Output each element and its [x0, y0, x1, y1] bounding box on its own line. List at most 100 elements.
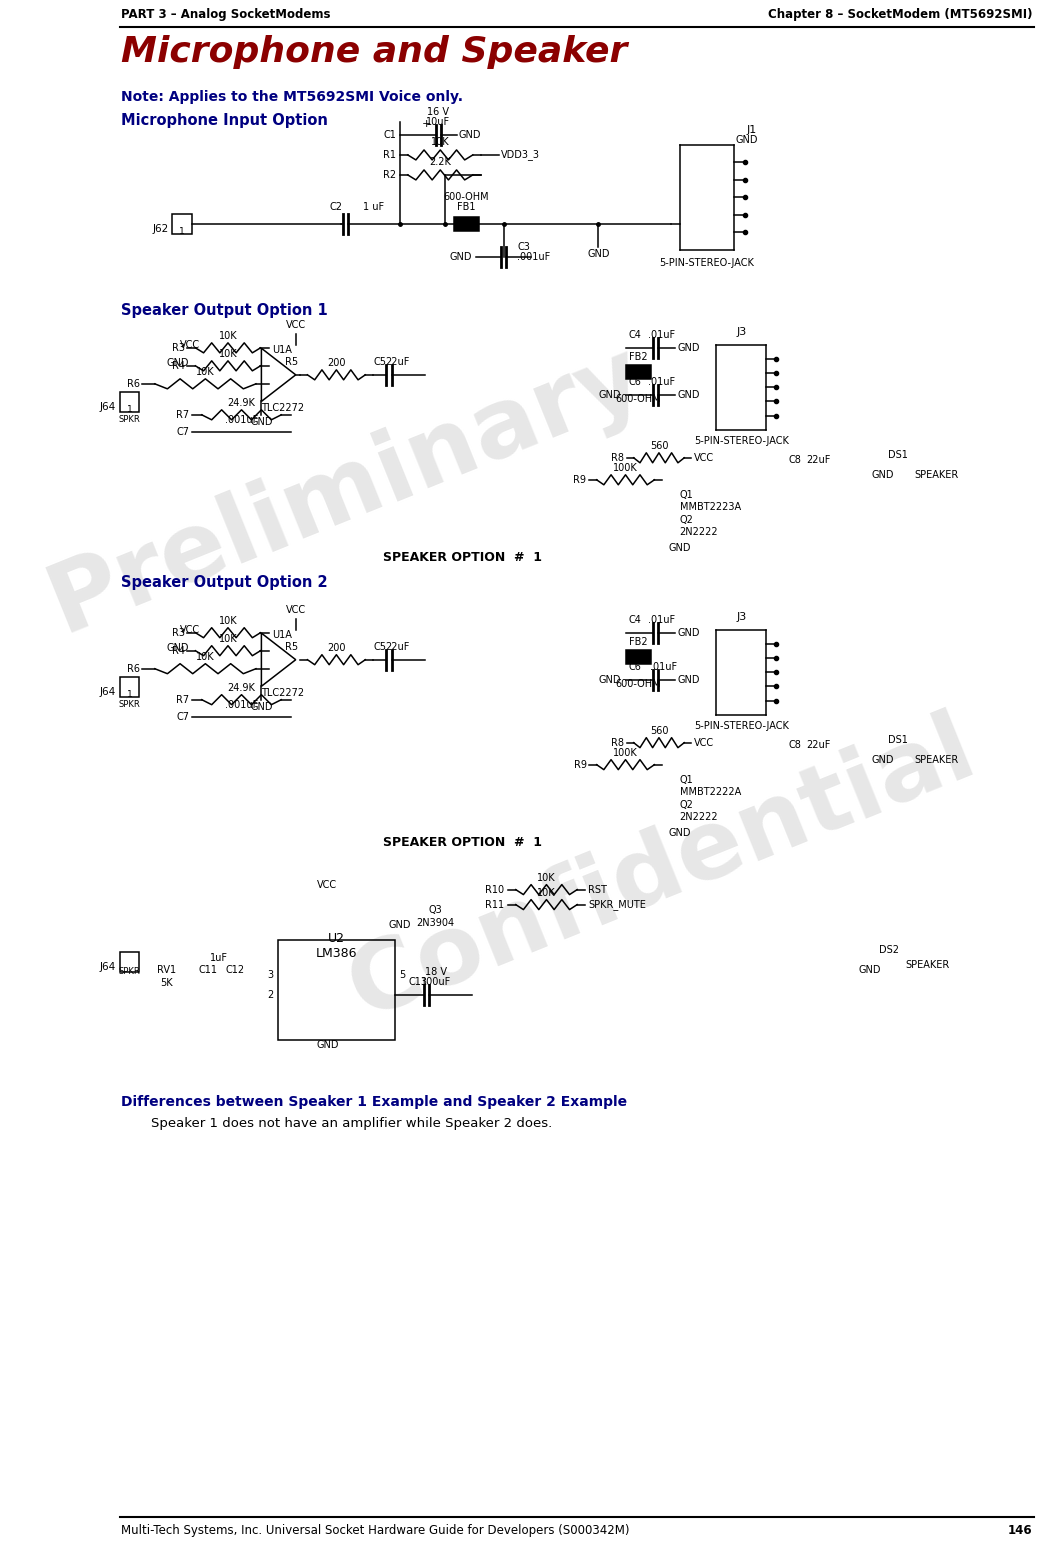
Text: 16 V: 16 V	[427, 106, 449, 117]
Text: 24.9K: 24.9K	[227, 683, 256, 693]
Text: C6: C6	[628, 661, 641, 672]
Text: 5-PIN-STEREO-JACK: 5-PIN-STEREO-JACK	[693, 436, 789, 445]
Text: 10K: 10K	[196, 367, 215, 378]
Bar	[120, 391, 140, 411]
Text: 100K: 100K	[613, 747, 638, 758]
Text: 10K: 10K	[219, 633, 238, 644]
Text: GND: GND	[250, 701, 272, 712]
Text: Chapter 8 – SocketModem (MT5692SMI): Chapter 8 – SocketModem (MT5692SMI)	[768, 8, 1032, 22]
Text: C4: C4	[628, 615, 641, 624]
Text: GND: GND	[677, 390, 701, 399]
Text: GND: GND	[677, 342, 701, 353]
Text: VDD3_3: VDD3_3	[501, 149, 540, 160]
Text: 560: 560	[650, 726, 668, 735]
Text: GND: GND	[599, 675, 621, 684]
Text: C11: C11	[199, 965, 218, 974]
Bar	[171, 214, 191, 234]
Text: SPEAKER: SPEAKER	[914, 470, 959, 479]
Text: 10K: 10K	[431, 137, 449, 146]
Text: .001uF: .001uF	[225, 700, 258, 710]
Text: VCC: VCC	[286, 321, 306, 330]
Text: MMBT2223A: MMBT2223A	[680, 502, 741, 512]
Text: Confidential: Confidential	[336, 701, 988, 1037]
Text: GND: GND	[858, 965, 881, 974]
Text: 1uF: 1uF	[210, 952, 228, 963]
Text: R5: R5	[285, 358, 299, 367]
Text: C8: C8	[788, 740, 801, 749]
Text: VCC: VCC	[286, 604, 306, 615]
Text: R4: R4	[173, 646, 185, 656]
Text: C8: C8	[788, 455, 801, 465]
Text: 3: 3	[267, 969, 274, 980]
Text: GND: GND	[166, 643, 189, 653]
Text: C4: C4	[628, 330, 641, 341]
Text: Differences between Speaker 1 Example and Speaker 2 Example: Differences between Speaker 1 Example an…	[121, 1094, 627, 1108]
Text: 100uF: 100uF	[421, 977, 451, 986]
Text: R2: R2	[383, 170, 396, 180]
Text: 200: 200	[327, 358, 346, 368]
Text: RV1: RV1	[157, 965, 176, 974]
Text: 200: 200	[327, 643, 346, 653]
Text: C1: C1	[383, 129, 396, 140]
Text: R10: R10	[485, 885, 505, 895]
Text: 146: 146	[1008, 1524, 1032, 1538]
Text: 600-OHM: 600-OHM	[615, 394, 661, 404]
Text: R7: R7	[176, 410, 189, 419]
Text: R3: R3	[173, 627, 185, 638]
Text: R1: R1	[383, 149, 396, 160]
Text: 22uF: 22uF	[386, 358, 410, 367]
Text: R9: R9	[573, 760, 587, 769]
Text: 10K: 10K	[219, 331, 238, 341]
Text: GND: GND	[599, 390, 621, 399]
Text: R6: R6	[127, 664, 140, 673]
Text: .01uF: .01uF	[648, 330, 675, 341]
Text: 5K: 5K	[160, 977, 173, 988]
Text: PART 3 – Analog SocketModems: PART 3 – Analog SocketModems	[121, 8, 330, 22]
Text: 10K: 10K	[219, 348, 238, 359]
Text: 600-OHM: 600-OHM	[444, 193, 489, 202]
Text: FB2: FB2	[629, 636, 647, 647]
Bar	[120, 676, 140, 697]
Text: VCC: VCC	[180, 341, 200, 350]
Text: SPEAKER: SPEAKER	[906, 960, 950, 969]
Text: 600-OHM: 600-OHM	[615, 678, 661, 689]
Text: 100K: 100K	[613, 462, 638, 473]
Text: SPKR: SPKR	[119, 968, 140, 975]
Text: .01uF: .01uF	[650, 661, 677, 672]
Text: SPEAKER: SPEAKER	[914, 755, 959, 764]
Text: .001uF: .001uF	[225, 415, 258, 425]
Text: VCC: VCC	[694, 453, 714, 462]
Text: GND: GND	[735, 136, 758, 145]
Text: Q2: Q2	[680, 800, 693, 809]
Text: Speaker 1 does not have an amplifier while Speaker 2 does.: Speaker 1 does not have an amplifier whi…	[151, 1117, 552, 1130]
Text: J3: J3	[736, 612, 746, 621]
Text: GND: GND	[677, 675, 701, 684]
Text: SPKR: SPKR	[119, 700, 140, 709]
Text: J64: J64	[100, 402, 116, 411]
Text: Speaker Output Option 1: Speaker Output Option 1	[121, 304, 328, 317]
Text: R5: R5	[285, 641, 299, 652]
Text: .001uF: .001uF	[518, 251, 550, 262]
Text: C5: C5	[373, 358, 386, 367]
Text: C5: C5	[373, 641, 386, 652]
Text: 18 V: 18 V	[425, 966, 447, 977]
Text: GND: GND	[459, 129, 481, 140]
Text: DS1: DS1	[888, 735, 908, 744]
Text: GND: GND	[166, 358, 189, 368]
Text: 1 uF: 1 uF	[364, 202, 385, 213]
Bar	[453, 217, 479, 231]
Text: R6: R6	[127, 379, 140, 388]
Text: .01uF: .01uF	[648, 378, 675, 387]
Text: Q2: Q2	[680, 515, 693, 525]
Text: 5-PIN-STEREO-JACK: 5-PIN-STEREO-JACK	[660, 257, 754, 268]
Text: R7: R7	[176, 695, 189, 704]
Bar	[626, 365, 651, 379]
Text: Q1: Q1	[680, 490, 693, 499]
Text: Microphone Input Option: Microphone Input Option	[121, 112, 328, 128]
Text: SPEAKER OPTION  #  1: SPEAKER OPTION # 1	[383, 552, 543, 564]
Text: DS1: DS1	[888, 450, 908, 459]
Text: R8: R8	[611, 738, 624, 747]
Text: Multi-Tech Systems, Inc. Universal Socket Hardware Guide for Developers (S000342: Multi-Tech Systems, Inc. Universal Socke…	[121, 1524, 630, 1538]
Bar	[626, 650, 651, 664]
Text: U2: U2	[328, 932, 345, 945]
